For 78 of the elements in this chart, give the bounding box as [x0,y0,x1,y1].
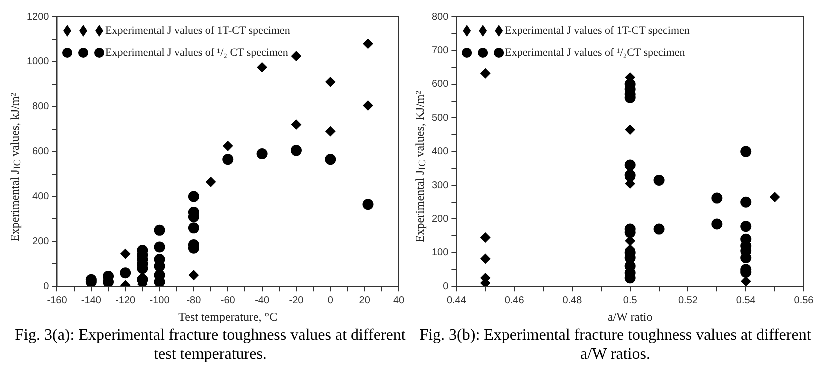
point [480,68,491,79]
legend-label: Experimental J values of 1T-CT specimen [505,24,690,37]
y-tick-label: 600 [432,79,450,90]
point [188,270,199,280]
x-tick-label: 0.46 [504,295,525,306]
y-tick-label: 1000 [26,56,50,68]
point [770,192,780,202]
point [624,160,636,171]
legend-label: Experimental J values of 1T-CT specimen [106,24,291,37]
x-axis-title: Test temperature, °C [178,310,278,324]
point [154,224,166,236]
y-tick-label: 300 [432,180,450,192]
y-tick-label: 200 [432,214,450,225]
x-tick-label: 0.54 [736,295,756,306]
x-tick-label: 20 [359,295,371,306]
point [654,224,665,235]
x-tick-label: -140 [81,295,102,306]
point [741,276,752,287]
point [291,120,302,130]
point [290,145,302,156]
x-tick-label: 0.44 [446,295,467,306]
point [362,199,374,210]
y-tick-label: 400 [432,146,450,158]
caption: Fig. 3(b): Experimental fracture toughness values at different a/W ratios. [418,326,812,364]
point [188,191,200,202]
point [740,146,752,158]
point [326,77,336,88]
y-tick-label: 0 [44,281,50,292]
legend-label: Experimental J values of ¹/₂ CT specimen [106,46,289,59]
y-tick-label: 500 [432,112,450,124]
y-tick-label: 700 [432,45,450,56]
x-tick-label: -20 [289,295,304,306]
point [480,232,491,243]
x-tick-label: 40 [393,295,405,306]
y-tick-label: 100 [432,248,450,259]
point [712,218,723,230]
x-tick-label: -80 [186,295,202,306]
point [712,192,723,204]
point [120,249,131,260]
y-tick-label: 1200 [26,12,50,23]
point [326,126,336,137]
point [256,148,268,160]
x-tick-label: 0.5 [623,295,638,306]
point [740,221,752,232]
point [625,236,636,246]
point [206,177,216,188]
point [154,242,166,253]
x-tick-label: 0.52 [678,295,698,306]
point [740,196,752,208]
point [480,254,491,264]
x-tick-label: 0.56 [794,295,814,306]
y-tick-label: 800 [432,12,450,23]
point [223,141,234,152]
legend-label: Experimental J values of ¹/₂CT specimen [505,46,686,59]
x-tick-label: 0.48 [562,295,583,306]
x-tick-label: -120 [116,295,136,306]
y-tick-label: 200 [32,236,50,248]
point [188,222,200,234]
y-tick-label: 800 [32,102,50,113]
point [325,154,336,166]
y-tick-label: 0 [443,281,450,292]
x-axis-title: a/W ratio [608,310,653,324]
point [625,124,636,135]
x-tick-label: 0 [328,295,334,306]
point [222,154,234,166]
point [291,51,302,62]
y-tick-label: 600 [32,146,50,158]
x-tick-label: -100 [150,295,170,306]
caption: Fig. 3(a): Experimental fracture toughness values at different test temperatures. [14,326,407,364]
point [257,62,268,73]
point [363,38,374,49]
point [654,174,665,186]
point [363,100,374,111]
point [120,268,132,279]
x-tick-label: -60 [220,295,236,306]
x-tick-label: -40 [255,295,270,306]
y-tick-label: 400 [32,191,50,202]
x-tick-label: -160 [47,295,68,306]
